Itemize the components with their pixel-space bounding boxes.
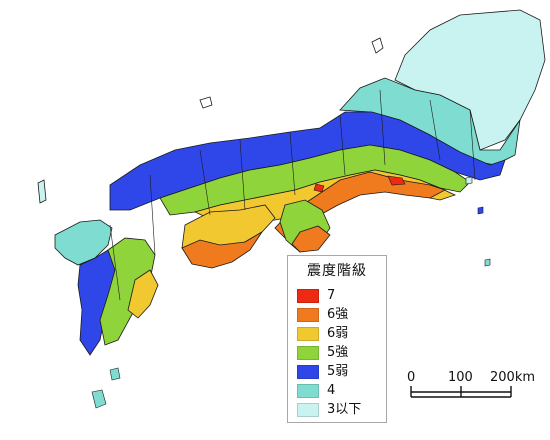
legend-item-4: 4 <box>297 382 335 399</box>
scale-label-100: 100 <box>448 370 473 385</box>
legend-item-5-weak: 5弱 <box>297 363 348 380</box>
region-intensity-7-tokai <box>387 175 406 186</box>
region-kii-south-intensity-6-strong <box>291 225 331 253</box>
island-oki <box>199 96 213 109</box>
legend-label-5-strong: 5強 <box>327 345 349 360</box>
intensity-legend: 震度階級 7 6強 6弱 5強 5弱 4 3以下 <box>287 255 387 423</box>
legend-item-6-weak: 6弱 <box>297 325 348 342</box>
legend-title: 震度階級 <box>307 263 367 279</box>
legend-label-5-weak: 5弱 <box>327 364 349 379</box>
legend-swatch-5-weak <box>297 364 319 379</box>
legend-item-5-strong: 5強 <box>297 344 348 361</box>
region-kyushu-intensity-4 <box>54 219 113 266</box>
island-izu-a <box>465 176 473 185</box>
island-sado <box>371 37 384 54</box>
legend-swatch-4 <box>297 383 319 398</box>
legend-swatch-6-strong <box>297 307 319 322</box>
legend-label-3-or-less: 3以下 <box>327 402 362 417</box>
scale-label-200km: 200km <box>490 370 536 385</box>
legend-swatch-6-weak <box>297 326 319 341</box>
legend-label-6-weak: 6弱 <box>327 326 349 341</box>
legend-item-3-or-less: 3以下 <box>297 401 361 418</box>
island-tanegashima <box>91 389 107 409</box>
legend-label-6-strong: 6強 <box>327 307 349 322</box>
island-yakushima <box>109 367 121 381</box>
region-kyushu-intensity-6-weak <box>127 269 159 319</box>
scale-label-0: 0 <box>407 370 416 385</box>
scale-labels: 0 100 200km <box>400 370 535 410</box>
island-izu-c <box>484 258 491 267</box>
legend-label-7: 7 <box>327 288 336 303</box>
island-tsushima <box>37 179 47 204</box>
region-shikoku-south-intensity-6-strong <box>181 231 263 269</box>
legend-swatch-3-or-less <box>297 402 319 417</box>
region-intensity-7-kii <box>313 183 325 193</box>
legend-swatch-5-strong <box>297 345 319 360</box>
region-kyushu-intensity-5-strong <box>99 237 156 346</box>
scale-bar <box>410 386 512 398</box>
legend-swatch-7 <box>297 288 319 303</box>
island-izu-b <box>477 206 484 215</box>
prefecture-boundaries <box>109 89 476 301</box>
legend-item-6-strong: 6強 <box>297 306 348 323</box>
legend-label-4: 4 <box>327 383 336 398</box>
legend-item-7: 7 <box>297 287 335 304</box>
